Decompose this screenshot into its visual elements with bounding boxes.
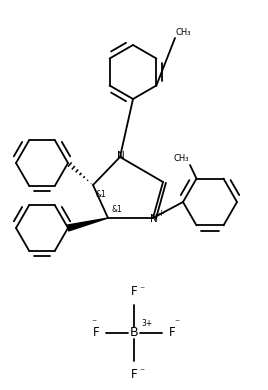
Text: 3+: 3+	[141, 319, 152, 328]
Text: ⁻: ⁻	[91, 318, 96, 328]
Text: N: N	[117, 151, 125, 161]
Text: N: N	[150, 214, 158, 224]
Text: +: +	[158, 209, 165, 218]
Text: B: B	[130, 326, 138, 340]
Text: ⁻: ⁻	[139, 285, 144, 295]
Text: ⁻: ⁻	[139, 367, 144, 377]
Text: &1: &1	[96, 190, 107, 199]
Text: F: F	[169, 326, 176, 340]
Text: F: F	[131, 285, 137, 298]
Text: F: F	[131, 368, 137, 381]
Text: F: F	[92, 326, 99, 340]
Text: &1: &1	[111, 205, 122, 214]
Text: ⁻: ⁻	[174, 318, 179, 328]
Text: CH₃: CH₃	[173, 154, 189, 163]
Polygon shape	[67, 218, 108, 231]
Text: CH₃: CH₃	[176, 28, 192, 37]
